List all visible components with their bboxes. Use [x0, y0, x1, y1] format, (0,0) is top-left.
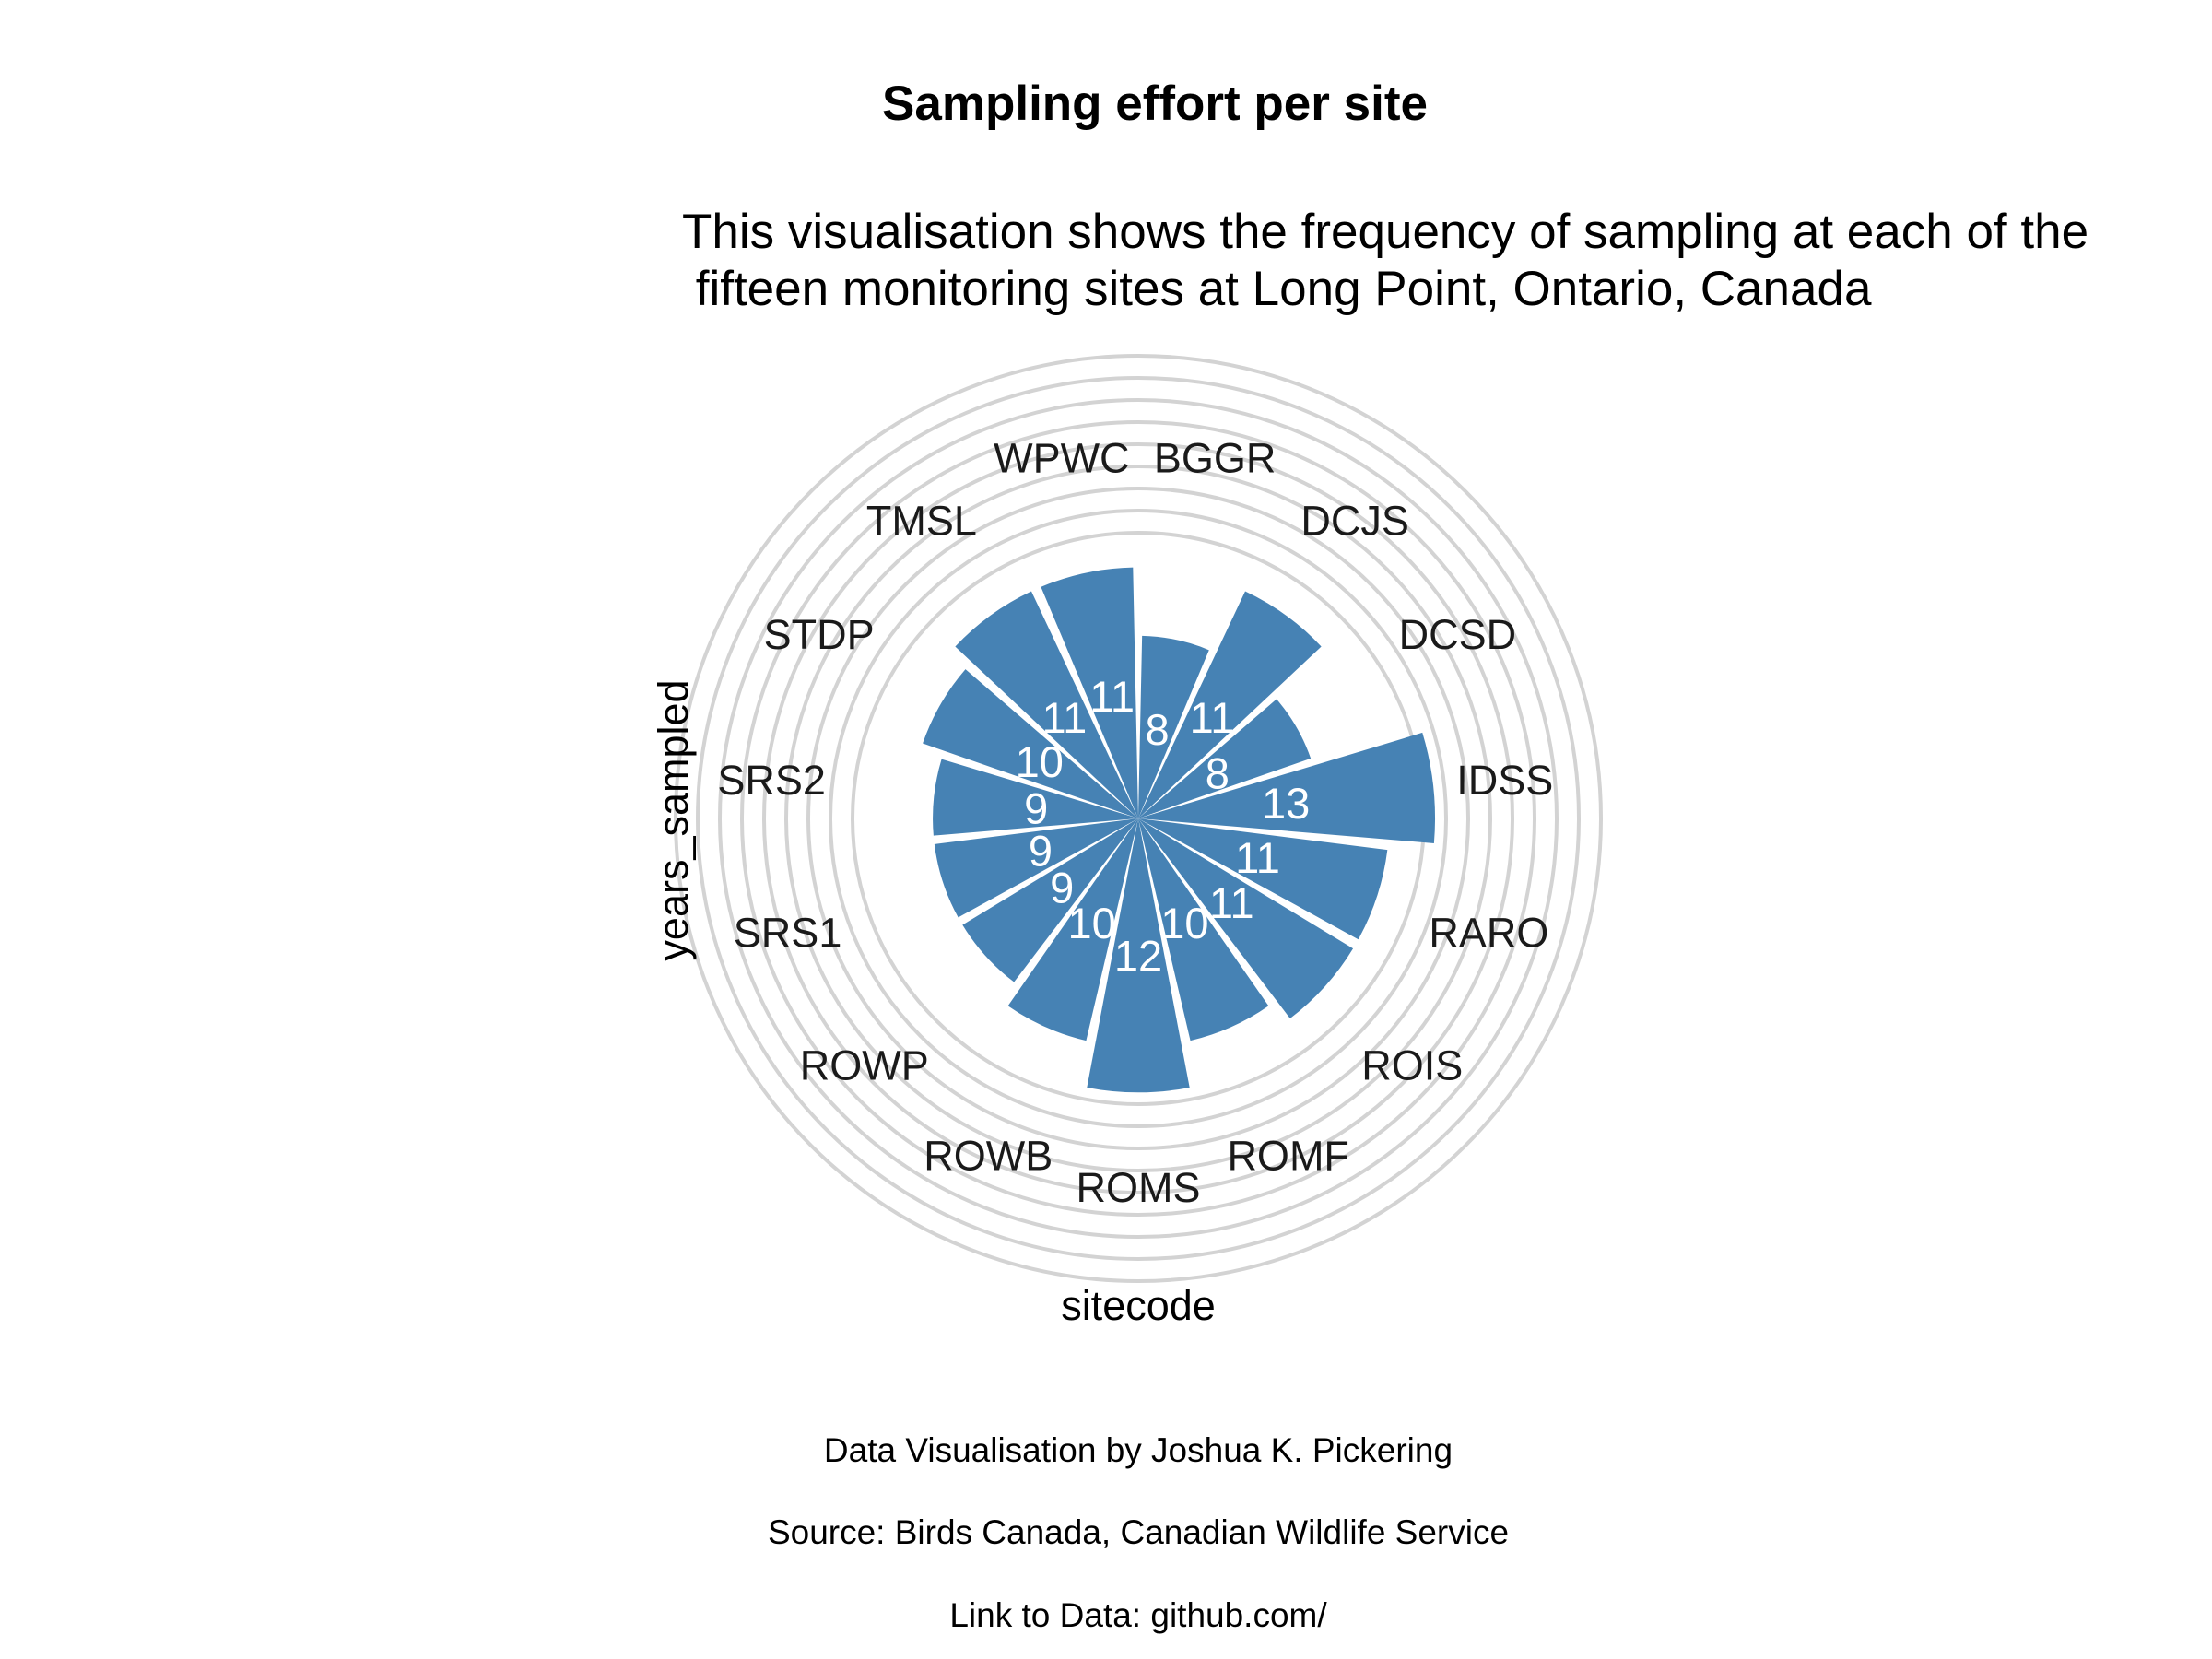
site-label-rowp: ROWP — [800, 1042, 929, 1089]
value-label-roms: 12 — [1114, 932, 1162, 981]
value-label-wpwc: 11 — [1089, 672, 1135, 721]
bar-stdp — [923, 669, 1138, 818]
caption-link: Link to Data: github.com/ — [949, 1596, 1327, 1634]
grid-circle — [806, 487, 1470, 1150]
site-label-idss: IDSS — [1456, 757, 1553, 804]
grid-circle — [740, 420, 1536, 1217]
bar-rois — [1138, 818, 1354, 1019]
value-label-raro: 11 — [1235, 833, 1280, 882]
grid-circle — [829, 509, 1448, 1128]
value-label-romf: 10 — [1160, 899, 1208, 947]
site-label-srs1: SRS1 — [734, 910, 842, 957]
value-label-dcsd: 8 — [1206, 748, 1230, 797]
caption-source: Source: Birds Canada, Canadian Wildlife … — [768, 1513, 1509, 1551]
site-label-dcjs: DCJS — [1300, 497, 1409, 544]
bars — [923, 567, 1435, 1093]
grid-circle — [718, 398, 1559, 1239]
value-label-rowp: 9 — [1050, 864, 1074, 912]
value-label-bggr: 8 — [1146, 705, 1170, 754]
bar-srs1 — [934, 818, 1138, 918]
bar-raro — [1138, 818, 1388, 940]
y-axis-title: years_sampled — [650, 679, 697, 960]
bar-rowp — [962, 818, 1138, 982]
value-label-rowb: 10 — [1067, 899, 1115, 947]
value-label-srs1: 9 — [1029, 826, 1053, 875]
bar-dcjs — [1138, 591, 1322, 818]
bar-tmsl — [955, 591, 1138, 818]
caption-credit: Data Visualisation by Joshua K. Pickerin… — [824, 1431, 1453, 1469]
bar-rowb — [1007, 818, 1138, 1041]
site-label-bggr: BGGR — [1154, 435, 1277, 482]
site-label-rowb: ROWB — [924, 1132, 1053, 1179]
grid-circle — [784, 465, 1492, 1172]
value-label-idss: 13 — [1262, 779, 1310, 828]
bar-srs2 — [933, 759, 1138, 836]
bar-wpwc — [1041, 567, 1138, 818]
value-label-stdp: 10 — [1016, 737, 1064, 786]
value-label-dcjs: 11 — [1190, 693, 1235, 742]
value-label-srs2: 9 — [1024, 783, 1048, 832]
chart-title: Sampling effort per site — [882, 76, 1428, 131]
chart-subtitle-line-1: This visualisation shows the frequency o… — [682, 205, 2088, 259]
bar-bggr — [1138, 635, 1209, 818]
bar-roms — [1087, 818, 1190, 1093]
chart-subtitle-line-2: fifteen monitoring sites at Long Point, … — [682, 262, 1872, 316]
site-label-srs2: SRS2 — [717, 757, 826, 804]
grid-circle — [674, 354, 1603, 1283]
value-label-rois: 11 — [1209, 878, 1254, 927]
site-label-tmsl: TMSL — [866, 497, 977, 544]
site-label-romf: ROMF — [1227, 1132, 1348, 1179]
value-label-tmsl: 11 — [1042, 693, 1088, 742]
site-label-rois: ROIS — [1361, 1042, 1463, 1089]
site-labels: BGGR DCJS DCSD IDSS RARO ROIS ROMF ROMS ROWB ROWP… — [717, 435, 1553, 1211]
site-label-raro: RARO — [1429, 910, 1548, 957]
x-axis-title: sitecode — [1061, 1282, 1216, 1329]
bar-idss — [1138, 732, 1435, 843]
site-label-wpwc: WPWC — [994, 435, 1129, 482]
grid-circle — [762, 442, 1514, 1194]
grid-circle — [696, 376, 1581, 1261]
grid-circles — [674, 354, 1603, 1283]
site-label-stdp: STDP — [764, 611, 875, 658]
bar-romf — [1138, 818, 1269, 1041]
bar-dcsd — [1138, 699, 1312, 818]
site-label-dcsd: DCSD — [1399, 611, 1517, 658]
site-label-roms: ROMS — [1077, 1164, 1201, 1211]
